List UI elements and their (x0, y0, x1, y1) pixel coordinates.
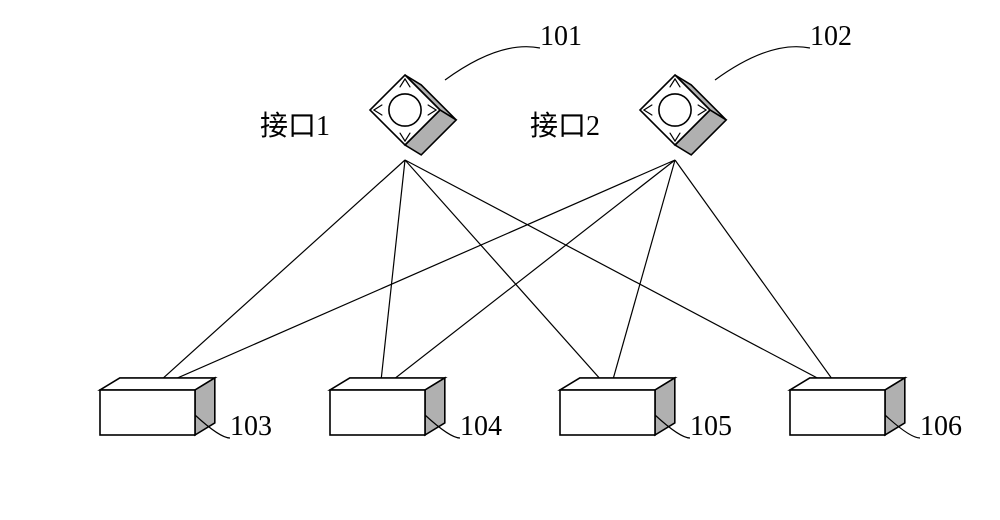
link-sw1-s4 (405, 160, 840, 390)
link-sw2-s3 (610, 160, 675, 390)
connection-lines (150, 160, 840, 390)
leader-sw1 (445, 47, 540, 80)
server-s1-num-label: 103 (230, 411, 272, 442)
server-s1: 103 (100, 378, 272, 442)
switch-sw1-text-label: 接口1 (260, 110, 330, 142)
link-sw2-s4 (675, 160, 840, 390)
leader-sw2 (715, 47, 810, 80)
switch-sw1-num-label: 101 (540, 21, 582, 52)
server-s2-num-label: 104 (460, 411, 502, 442)
link-sw2-s1 (150, 160, 675, 390)
switch-sw2-text-label: 接口2 (530, 110, 600, 142)
switch-sw2-num-label: 102 (810, 21, 852, 52)
server-s3-num-label: 105 (690, 411, 732, 442)
link-sw2-s2 (380, 160, 675, 390)
link-sw1-s1 (150, 160, 405, 390)
server-s3: 105 (560, 378, 732, 442)
server-s4: 106 (790, 378, 962, 442)
link-sw1-s3 (405, 160, 610, 390)
server-s4-num-label: 106 (920, 411, 962, 442)
link-sw1-s2 (380, 160, 405, 390)
server-s2: 104 (330, 378, 502, 442)
